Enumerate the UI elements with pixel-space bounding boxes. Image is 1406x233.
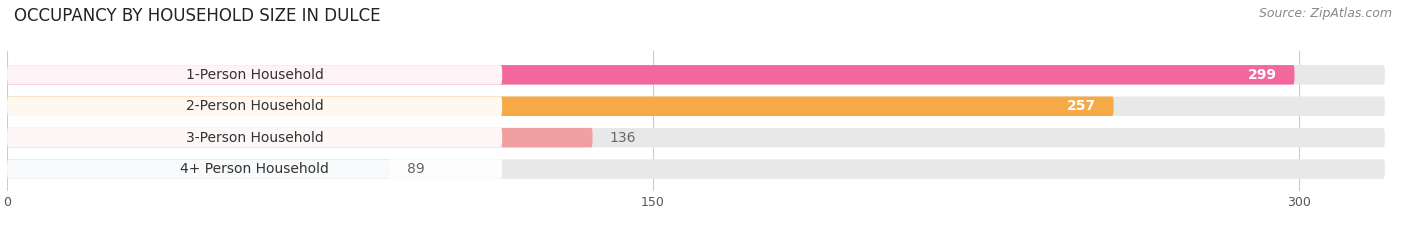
Text: 4+ Person Household: 4+ Person Household <box>180 162 329 176</box>
Text: OCCUPANCY BY HOUSEHOLD SIZE IN DULCE: OCCUPANCY BY HOUSEHOLD SIZE IN DULCE <box>14 7 381 25</box>
FancyBboxPatch shape <box>7 128 502 147</box>
FancyBboxPatch shape <box>7 128 593 147</box>
Text: 89: 89 <box>408 162 425 176</box>
FancyBboxPatch shape <box>7 96 502 116</box>
Text: Source: ZipAtlas.com: Source: ZipAtlas.com <box>1258 7 1392 20</box>
Text: 299: 299 <box>1249 68 1277 82</box>
FancyBboxPatch shape <box>7 159 1385 179</box>
FancyBboxPatch shape <box>7 128 1385 147</box>
FancyBboxPatch shape <box>7 65 1295 85</box>
Text: 3-Person Household: 3-Person Household <box>186 131 323 145</box>
FancyBboxPatch shape <box>7 65 502 85</box>
Text: 136: 136 <box>610 131 637 145</box>
Text: 257: 257 <box>1067 99 1097 113</box>
FancyBboxPatch shape <box>7 159 391 179</box>
FancyBboxPatch shape <box>7 159 502 179</box>
FancyBboxPatch shape <box>7 96 1385 116</box>
Text: 1-Person Household: 1-Person Household <box>186 68 323 82</box>
Text: 2-Person Household: 2-Person Household <box>186 99 323 113</box>
FancyBboxPatch shape <box>7 96 1114 116</box>
FancyBboxPatch shape <box>7 65 1385 85</box>
